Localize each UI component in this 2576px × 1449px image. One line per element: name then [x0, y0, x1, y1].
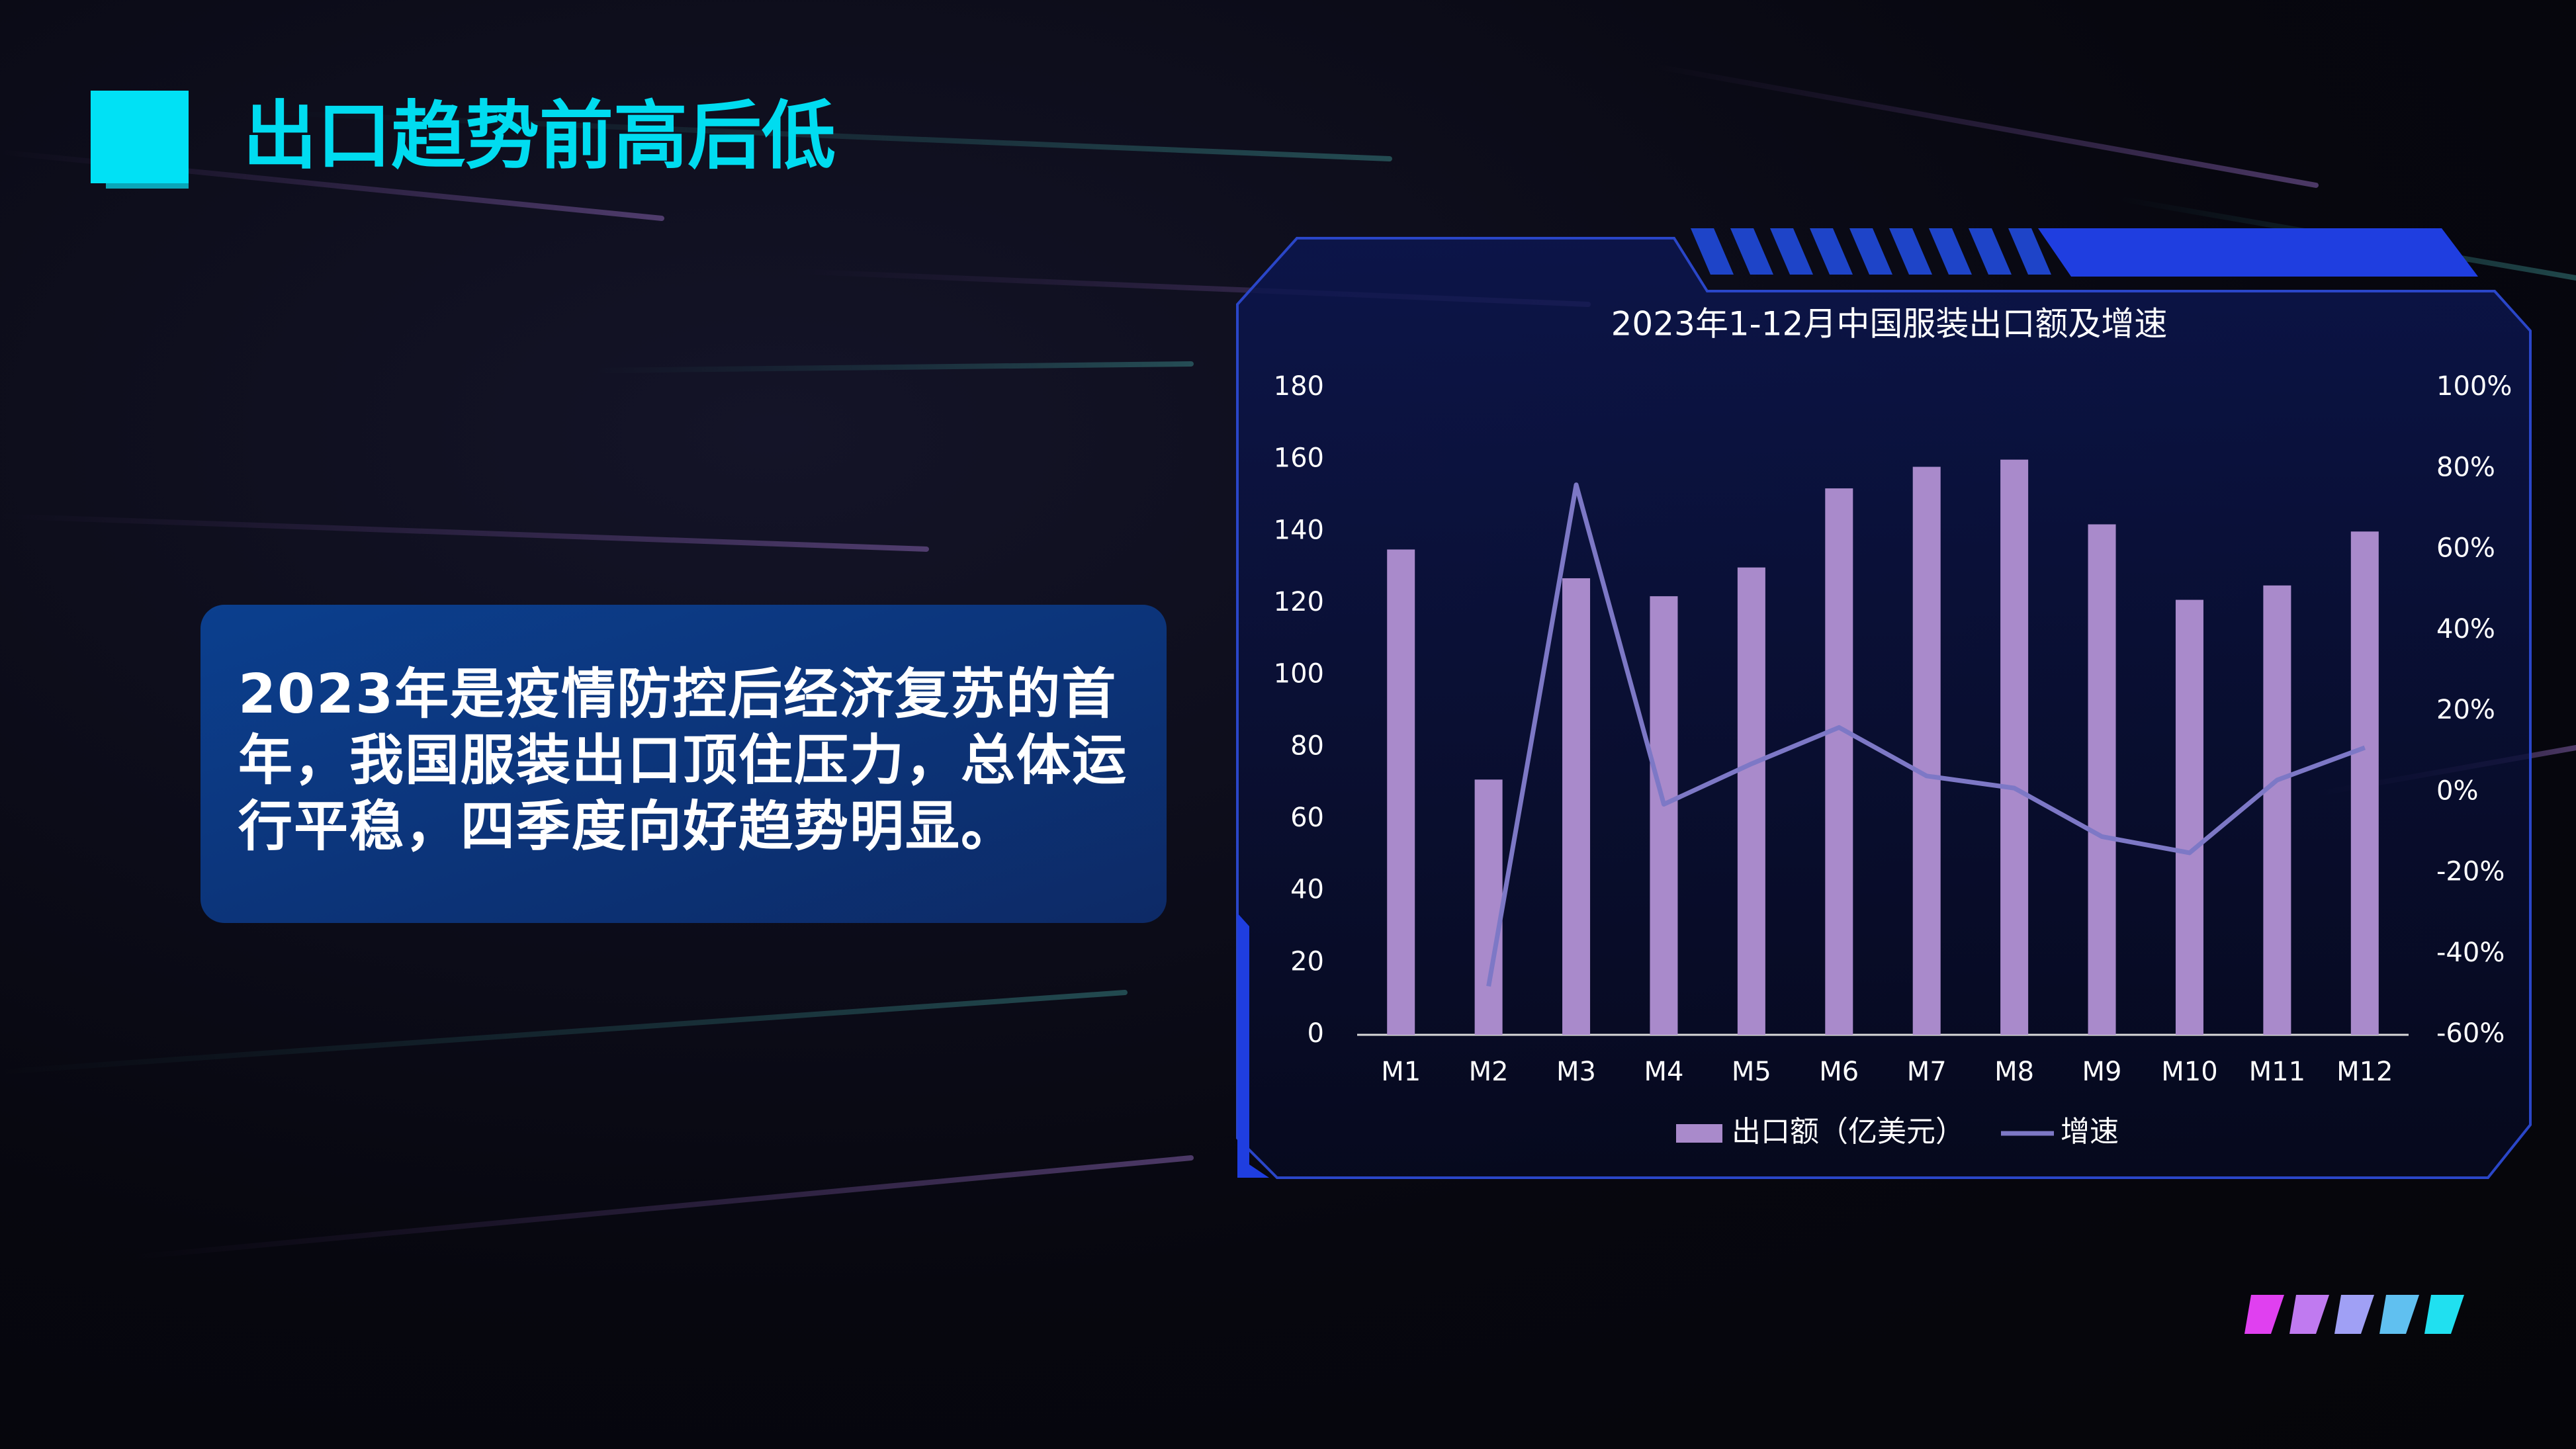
- x-tick-label: M7: [1907, 1057, 1947, 1087]
- slide-title: 出口趋势前高后低: [243, 93, 836, 179]
- y-tick-label: 20: [1290, 946, 1324, 977]
- y2-tick-label: -20%: [2436, 857, 2505, 887]
- line: [1486, 482, 2366, 987]
- bar: [1474, 779, 1503, 1035]
- bar: [2175, 599, 2203, 1035]
- bar: [1562, 578, 1591, 1035]
- y-tick-label: 0: [1308, 1018, 1324, 1049]
- y-tick-label: 40: [1290, 875, 1324, 905]
- x-tick-label: M4: [1644, 1057, 1683, 1087]
- bar: [2088, 524, 2116, 1035]
- y-tick-label: 140: [1274, 515, 1324, 545]
- x-tick-label: M9: [2082, 1057, 2122, 1087]
- x-tick-label: M10: [2161, 1057, 2217, 1087]
- body-text: 2023年是疫情防控后经济复苏的首年，我国服装出口顶住压力，总体运行平稳，四季度…: [238, 663, 1128, 858]
- x-tick-label: M6: [1819, 1057, 1859, 1087]
- x-tick-label: M3: [1556, 1057, 1596, 1087]
- y2-tick-label: 20%: [2436, 695, 2495, 725]
- legend-label: 增速: [2061, 1115, 2119, 1149]
- chart-title: 2023年1-12月中国服装出口额及增速: [1611, 305, 2168, 343]
- y2-tick-label: 0%: [2436, 775, 2478, 806]
- x-tick-label: M11: [2249, 1057, 2305, 1087]
- y-tick-label: 80: [1290, 730, 1324, 761]
- bar: [1650, 596, 1678, 1035]
- x-tick-label: M8: [1994, 1057, 2034, 1087]
- bar: [2263, 585, 2291, 1035]
- y-tick-label: 120: [1274, 587, 1324, 617]
- y-tick-label: 60: [1290, 803, 1324, 833]
- x-tick-label: M1: [1381, 1057, 1421, 1087]
- panel-hatch: [1691, 228, 2051, 275]
- y-tick-label: 180: [1274, 371, 1324, 402]
- text-box: [200, 605, 1167, 923]
- bar: [1737, 567, 1765, 1035]
- y2-tick-label: -60%: [2436, 1018, 2505, 1049]
- x-tick-label: M12: [2336, 1057, 2393, 1087]
- legend-swatch: [1676, 1124, 1722, 1143]
- bar: [1912, 466, 1941, 1035]
- panel-corner: [1237, 913, 1269, 1178]
- title-square: [91, 91, 189, 183]
- y2-tick-label: 60%: [2436, 533, 2495, 564]
- x-tick-label: M2: [1469, 1057, 1509, 1087]
- panel-accent: [2038, 228, 2478, 277]
- chart-panel: [1236, 237, 2532, 1179]
- y2-tick-label: -40%: [2436, 938, 2505, 968]
- y2-tick-label: 100%: [2436, 371, 2512, 402]
- y2-tick-label: 40%: [2436, 614, 2495, 644]
- legend-label: 出口额（亿美元）: [1732, 1115, 1965, 1149]
- bar: [2000, 459, 2029, 1035]
- x-tick-label: M5: [1732, 1057, 1771, 1087]
- background-streaks: [0, 64, 2576, 1260]
- y-tick-label: 160: [1274, 443, 1324, 474]
- bar: [1387, 549, 1415, 1035]
- stripe-decoration: [2244, 1295, 2464, 1334]
- y-tick-label: 100: [1274, 659, 1324, 689]
- y2-tick-label: 80%: [2436, 452, 2495, 482]
- bar: [1825, 488, 1853, 1035]
- bar: [2350, 531, 2379, 1035]
